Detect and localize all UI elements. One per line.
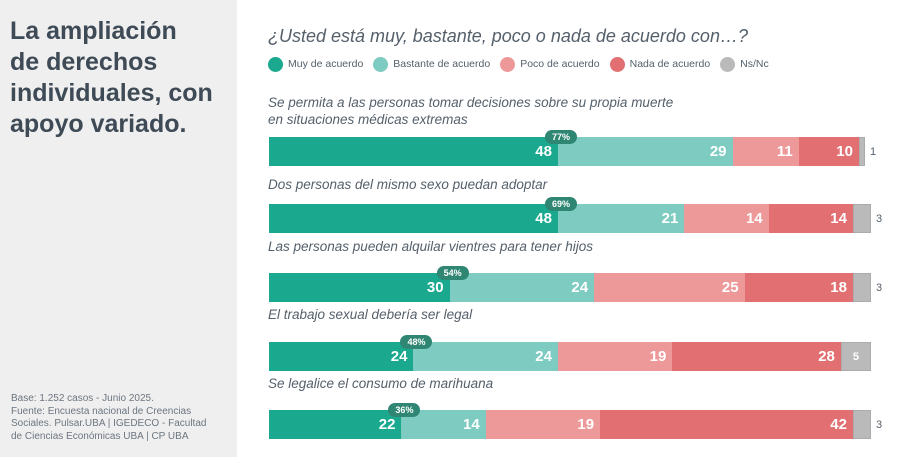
bar-segment-muy: 30: [269, 273, 450, 302]
legend-item-bastante: Bastante de acuerdo: [373, 56, 491, 72]
headline-line: apoyo variado.: [10, 110, 187, 138]
row-label: Se legalice el consumo de marihuana: [268, 376, 494, 391]
bar-segment-bastante: 24: [449, 273, 595, 302]
source-footnote: Base: 1.252 casos - Junio 2025. Fuente: …: [11, 393, 231, 443]
bar-segment-nada: 10: [798, 137, 859, 166]
legend-label: Muy de acuerdo: [288, 58, 364, 70]
headline-line: de derechos: [10, 48, 158, 76]
chart-title: ¿Usted está muy, bastante, poco o nada d…: [268, 26, 748, 46]
headline: La ampliación de derechos individuales, …: [10, 16, 230, 140]
legend-swatch-bastante: [373, 56, 389, 72]
footnote-line: Base: 1.252 casos - Junio 2025.: [11, 393, 154, 404]
bar-segment-muy: 22: [269, 410, 402, 439]
legend-label: Ns/Nc: [740, 58, 769, 70]
bar-segment-poco: 25: [594, 273, 745, 302]
footnote-line: de Ciencias Económicas UBA | CP UBA: [11, 430, 189, 442]
bar-segment-nada: 14: [768, 204, 853, 233]
legend-swatch-poco: [500, 56, 516, 72]
legend-item-nada: Nada de acuerdo: [609, 56, 711, 72]
footnote-line: Fuente: Encuesta nacional de Creencias: [11, 405, 192, 417]
agreement-total-badge: 77%: [544, 130, 577, 144]
legend-item-nsnc: Ns/Nc: [720, 56, 769, 72]
legend-swatch-nsnc: [720, 56, 736, 72]
legend-item-poco: Poco de acuerdo: [500, 56, 600, 72]
bar-segment-bastante: 29: [557, 137, 733, 166]
headline-line: La ampliación: [10, 17, 177, 45]
bar-segment-nsnc: [858, 137, 865, 166]
row-label: El trabajo sexual debería ser legal: [268, 307, 473, 322]
bar-segment-bastante: 24: [413, 342, 558, 371]
bar-segment-poco: 19: [557, 342, 673, 371]
agreement-total-badge: 69%: [544, 197, 577, 211]
bar-segment-nsnc: [852, 273, 871, 302]
legend-item-muy: Muy de acuerdo: [268, 56, 364, 72]
legend-swatch-nada: [609, 56, 625, 72]
row-label: Dos personas del mismo sexo puedan adopt…: [268, 177, 548, 192]
bar-segment-muy: 48: [269, 137, 558, 166]
chart-legend: Muy de acuerdo Bastante de acuerdo Poco …: [268, 56, 779, 72]
legend-label: Poco de acuerdo: [520, 58, 600, 70]
bar-segment-nsnc: 5: [840, 342, 871, 371]
legend-label: Bastante de acuerdo: [393, 58, 491, 70]
bar-segment-nada: 42: [600, 410, 853, 439]
agreement-total-badge: 54%: [436, 266, 469, 280]
legend-label: Nada de acuerdo: [629, 58, 711, 70]
bar-segment-muy: 48: [269, 204, 558, 233]
bar-segment-poco: 14: [684, 204, 769, 233]
nsnc-value-label: 3: [876, 212, 883, 225]
row-label: en situaciones médicas extremas: [268, 112, 468, 127]
bar-segment-nada: 18: [744, 273, 853, 302]
bar-segment-nsnc: [852, 410, 871, 439]
row-label: Se permita a las personas tomar decision…: [268, 95, 674, 110]
footnote-line: Sociales. Pulsar.UBA | IGEDECO - Faculta…: [11, 418, 207, 429]
agreement-total-badge: 48%: [400, 335, 433, 349]
left-panel: La ampliación de derechos individuales, …: [0, 0, 237, 457]
legend-swatch-muy: [268, 56, 283, 72]
bar-segment-nada: 28: [672, 342, 841, 371]
nsnc-value-label: 3: [876, 281, 883, 294]
bar-segment-nsnc: [852, 204, 871, 233]
nsnc-value-label: 3: [876, 418, 883, 431]
nsnc-value-label: 1: [869, 145, 877, 158]
bar-segment-bastante: 21: [557, 204, 685, 233]
bar-segment-poco: 11: [732, 137, 799, 166]
row-label: Las personas pueden alquilar vientres pa…: [268, 239, 593, 254]
bar-segment-poco: 19: [485, 410, 601, 439]
agreement-total-badge: 36%: [388, 403, 421, 417]
bar-segment-muy: 24: [269, 342, 414, 371]
headline-line: individuales, con: [10, 79, 213, 107]
